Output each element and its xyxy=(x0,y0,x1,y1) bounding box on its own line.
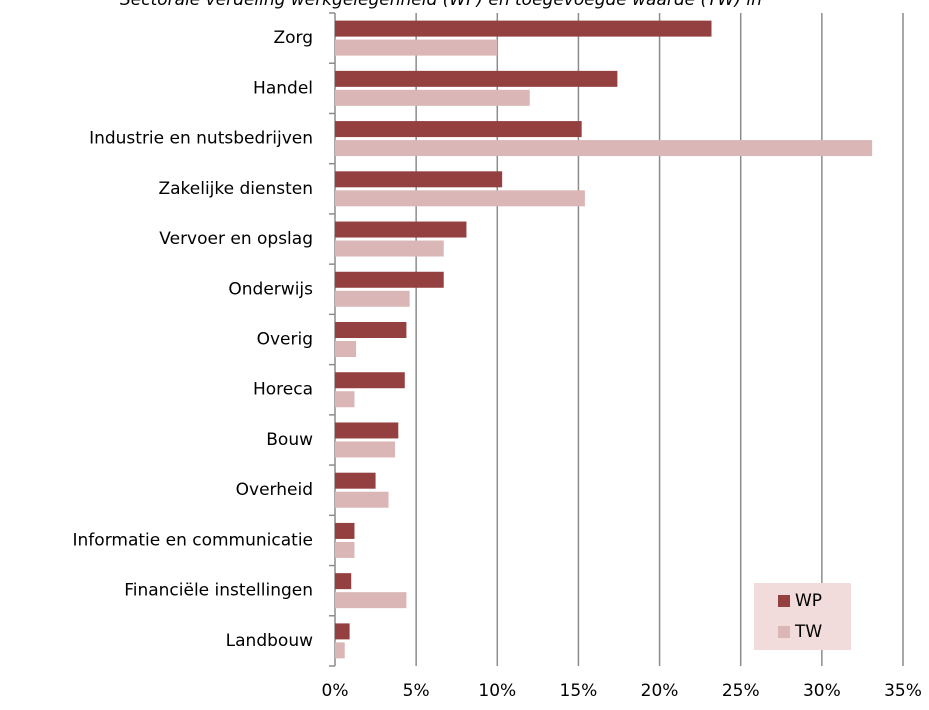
bar xyxy=(335,441,396,458)
bar xyxy=(335,121,582,138)
bar xyxy=(335,642,345,659)
bar xyxy=(335,322,407,338)
legend-label: TW xyxy=(794,622,822,642)
y-tick-label: Horeca xyxy=(253,380,313,400)
y-tick-label: Bouw xyxy=(266,430,313,450)
bar xyxy=(335,391,355,408)
bar xyxy=(335,20,712,37)
x-tick-label: 10% xyxy=(478,681,516,701)
x-tick-label: 0% xyxy=(322,681,349,701)
x-tick-label: 30% xyxy=(803,681,841,701)
bar xyxy=(335,290,410,307)
legend-swatch xyxy=(778,626,790,638)
bar xyxy=(335,190,585,207)
y-tick-label: Overig xyxy=(257,330,313,350)
bar xyxy=(335,623,350,640)
y-tick-label: Zorg xyxy=(273,28,313,48)
bar xyxy=(335,341,357,357)
x-tick-label: 20% xyxy=(641,681,679,701)
y-tick-label: Industrie en nutsbedrijven xyxy=(89,129,313,149)
bar xyxy=(335,422,399,439)
bar xyxy=(335,472,376,489)
legend-swatch xyxy=(778,595,790,607)
bar xyxy=(335,522,355,539)
bar xyxy=(335,491,389,508)
legend-label: WP xyxy=(795,591,822,611)
x-tick-label: 15% xyxy=(560,681,598,701)
x-tick-label: 35% xyxy=(884,681,922,701)
y-tick-label: Handel xyxy=(253,78,313,98)
bar xyxy=(335,89,530,106)
y-tick-label: Zakelijke diensten xyxy=(158,179,313,199)
bar xyxy=(335,70,618,87)
y-tick-label: Landbouw xyxy=(226,631,313,651)
bar xyxy=(335,221,467,238)
legend-box xyxy=(754,583,851,650)
bar xyxy=(335,271,444,288)
bar xyxy=(335,140,873,157)
y-tick-label: Overheid xyxy=(236,480,313,500)
chart-title: Sectorale verdeling werkgelegenheid (WP)… xyxy=(120,0,762,10)
bar xyxy=(335,171,503,188)
bar xyxy=(335,573,352,590)
y-tick-label: Onderwijs xyxy=(228,279,313,299)
x-tick-label: 5% xyxy=(403,681,430,701)
bar xyxy=(335,592,407,609)
bar xyxy=(335,372,405,389)
y-tick-label: Financiële instellingen xyxy=(124,581,313,601)
x-tick-label: 25% xyxy=(722,681,760,701)
bar xyxy=(335,240,444,257)
y-tick-label: Vervoer en opslag xyxy=(159,229,313,249)
y-tick-label: Informatie en communicatie xyxy=(73,530,313,550)
bar xyxy=(335,541,355,558)
bar xyxy=(335,39,498,56)
